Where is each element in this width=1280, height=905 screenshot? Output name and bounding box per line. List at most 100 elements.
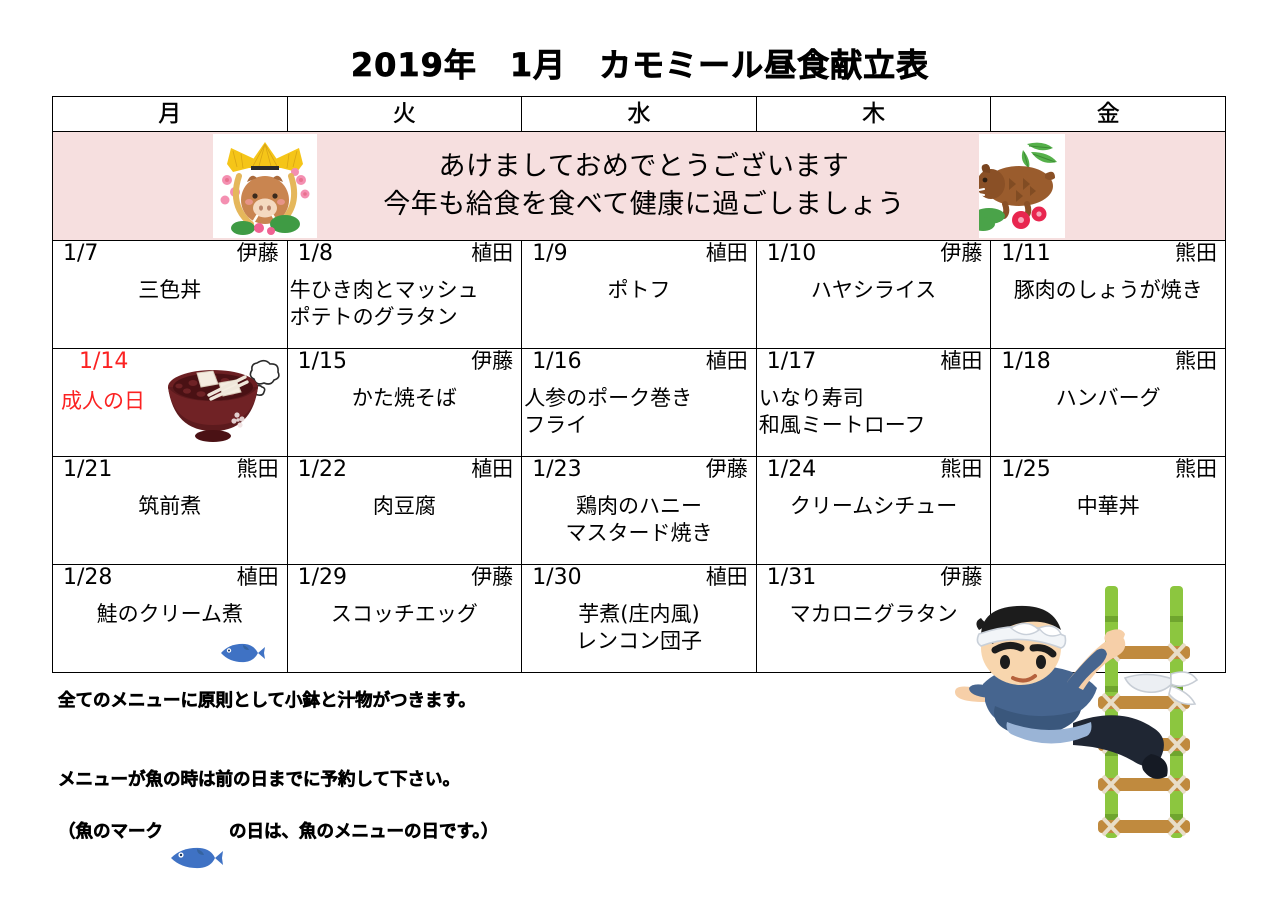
day-date: 1/7: [63, 241, 99, 266]
day-date: 1/9: [532, 241, 568, 266]
day-menu: 人参のポーク巻き フライ: [524, 385, 693, 437]
day-cell-empty: [990, 564, 1226, 673]
dow-header-monday: 月: [52, 96, 288, 132]
day-staff: 伊藤: [471, 565, 514, 589]
day-date: 1/24: [766, 457, 817, 482]
day-menu: ポトフ: [607, 277, 671, 302]
day-date: 1/15: [297, 349, 347, 374]
day-staff: 植田: [471, 241, 514, 265]
day-menu: ハンバーグ: [1055, 385, 1161, 410]
day-staff: 植田: [705, 565, 748, 589]
holiday-label: 成人の日: [61, 388, 145, 413]
day-staff: 植田: [705, 349, 748, 373]
note-fish-suffix: の日は、魚のメニューの日です。）: [229, 822, 499, 843]
day-cell-1-28[interactable]: 1/28 植田 鮭のクリーム煮: [52, 564, 288, 673]
day-date: 1/8: [297, 241, 333, 266]
day-menu: ハヤシライス: [810, 277, 937, 302]
day-cell-1-7[interactable]: 1/7 伊藤 三色丼: [52, 240, 288, 349]
day-cell-1-16[interactable]: 1/16 植田 人参のポーク巻き フライ: [521, 348, 757, 457]
day-menu: マカロニグラタン: [789, 601, 958, 626]
day-cell-1-24[interactable]: 1/24 熊田 クリームシチュー: [755, 456, 992, 565]
day-cell-1-15[interactable]: 1/15 伊藤 かた焼そば: [286, 348, 523, 457]
day-staff: 伊藤: [471, 349, 514, 373]
day-staff: 伊藤: [705, 457, 748, 481]
day-cell-1-29[interactable]: 1/29 伊藤 スコッチエッグ: [286, 564, 523, 673]
day-cell-1-11[interactable]: 1/11 熊田 豚肉のしょうが焼き: [990, 240, 1226, 349]
day-date: 1/28: [63, 565, 113, 590]
day-cell-1-23[interactable]: 1/23 伊藤 鶏肉のハニー マスタード焼き: [521, 456, 757, 565]
day-date: 1/31: [766, 565, 817, 590]
day-cell-1-17[interactable]: 1/17 植田 いなり寿司 和風ミートローフ: [755, 348, 992, 457]
day-cell-1-14-holiday[interactable]: 1/14 成人の日: [52, 348, 288, 457]
day-date: 1/14: [79, 349, 129, 374]
day-date: 1/23: [532, 457, 582, 482]
day-menu: 中華丼: [1076, 493, 1140, 518]
day-cell-1-22[interactable]: 1/22 植田 肉豆腐: [286, 456, 523, 565]
day-date: 1/16: [532, 349, 582, 374]
day-staff: 熊田: [940, 457, 983, 481]
new-year-boar-kadomatsu-icon: [213, 134, 317, 238]
boar-bamboo-plum-icon: [971, 134, 1065, 238]
note-side-dishes: 全てのメニューに原則として小鉢と汁物がつきます。: [58, 691, 476, 712]
greeting-banner-cell: あけましておめでとうございます 今年も給食を食べて健康に過ごしましょう: [52, 131, 1226, 241]
day-cell-1-25[interactable]: 1/25 熊田 中華丼: [990, 456, 1226, 565]
day-date: 1/21: [63, 457, 113, 482]
day-of-week-header-row: 月 火 水 木 金: [52, 96, 1226, 132]
day-cell-1-31[interactable]: 1/31 伊藤 マカロニグラタン: [755, 564, 992, 673]
calendar-week-row: 1/7 伊藤 三色丼 1/8 植田 牛ひき肉とマッシュ ポテトのグラタン 1/9: [52, 240, 1226, 349]
day-date: 1/18: [1001, 349, 1051, 374]
day-staff: 植田: [705, 241, 748, 265]
day-cell-1-18[interactable]: 1/18 熊田 ハンバーグ: [990, 348, 1226, 457]
greeting-banner-row: あけましておめでとうございます 今年も給食を食べて健康に過ごしましょう: [52, 131, 1226, 241]
day-staff: 植田: [471, 457, 514, 481]
dow-header-thursday: 木: [755, 96, 992, 132]
note-member-b-request: Bのメンバーはなるべく昼食を利用して下さるようお願いします。 また、一週間前には…: [58, 902, 938, 905]
dow-header-wednesday: 水: [521, 96, 757, 132]
note-fish-line2: （魚のマーク の日は、魚のメニューの日です。）: [58, 819, 938, 869]
day-staff: 熊田: [1175, 349, 1217, 373]
day-menu: 筑前煮: [138, 493, 202, 518]
day-cell-1-9[interactable]: 1/9 植田 ポトフ: [521, 240, 757, 349]
day-staff: 伊藤: [940, 565, 983, 589]
lunch-menu-calendar: 月 火 水 木 金: [52, 96, 1226, 673]
dow-header-friday: 金: [990, 96, 1226, 132]
day-date: 1/11: [1001, 241, 1051, 266]
day-staff: 熊田: [1175, 457, 1217, 481]
day-menu: 鮭のクリーム煮: [96, 601, 243, 626]
day-cell-1-30[interactable]: 1/30 植田 芋煮(庄内風) レンコン団子: [521, 564, 757, 673]
day-menu: 豚肉のしょうが焼き: [1013, 277, 1203, 302]
day-cell-1-21[interactable]: 1/21 熊田 筑前煮: [52, 456, 288, 565]
calendar-week-row: 1/21 熊田 筑前煮 1/22 植田 肉豆腐 1/23 伊藤: [52, 456, 1226, 565]
day-staff: 伊藤: [236, 241, 279, 265]
day-menu: 芋煮(庄内風) レンコン団子: [575, 601, 702, 653]
note-fish-reservation: メニューが魚の時は前の日までに予約して下さい。 （魚のマーク の日は、魚のメニュ…: [58, 740, 938, 871]
note-fish-prefix: （魚のマーク: [58, 822, 164, 843]
greeting-text: あけましておめでとうございます 今年も給食を食べて健康に過ごしましょう: [383, 150, 905, 220]
calendar-week-row: 1/14 成人の日: [52, 348, 1226, 457]
day-menu: クリームシチュー: [789, 493, 958, 518]
day-menu: 鶏肉のハニー マスタード焼き: [565, 493, 713, 545]
dow-header-tuesday: 火: [286, 96, 523, 132]
calendar-week-row: 1/28 植田 鮭のクリーム煮: [52, 564, 1226, 673]
day-menu: かた焼そば: [351, 385, 457, 410]
day-menu: いなり寿司 和風ミートローフ: [758, 385, 926, 437]
day-date: 1/10: [766, 241, 817, 266]
day-menu: スコッチエッグ: [330, 601, 478, 626]
day-menu: 三色丼: [138, 277, 202, 302]
day-date: 1/29: [297, 565, 347, 590]
day-cell-1-10[interactable]: 1/10 伊藤 ハヤシライス: [755, 240, 992, 349]
day-staff: 熊田: [236, 457, 279, 481]
zenzai-bowl-icon: [159, 357, 281, 453]
day-date: 1/17: [766, 349, 817, 374]
day-date: 1/25: [1001, 457, 1051, 482]
day-menu: 肉豆腐: [372, 493, 436, 518]
day-date: 1/30: [532, 565, 582, 590]
day-date: 1/22: [297, 457, 347, 482]
fish-icon: [219, 642, 265, 664]
day-staff: 植田: [236, 565, 279, 589]
fish-icon: [169, 820, 223, 869]
page-title: 2019年 1月 カモミール昼食献立表: [350, 46, 930, 85]
note-fish-line1: メニューが魚の時は前の日までに予約して下さい。: [58, 769, 461, 790]
day-cell-1-8[interactable]: 1/8 植田 牛ひき肉とマッシュ ポテトのグラタン: [286, 240, 523, 349]
day-staff: 熊田: [1175, 241, 1217, 265]
